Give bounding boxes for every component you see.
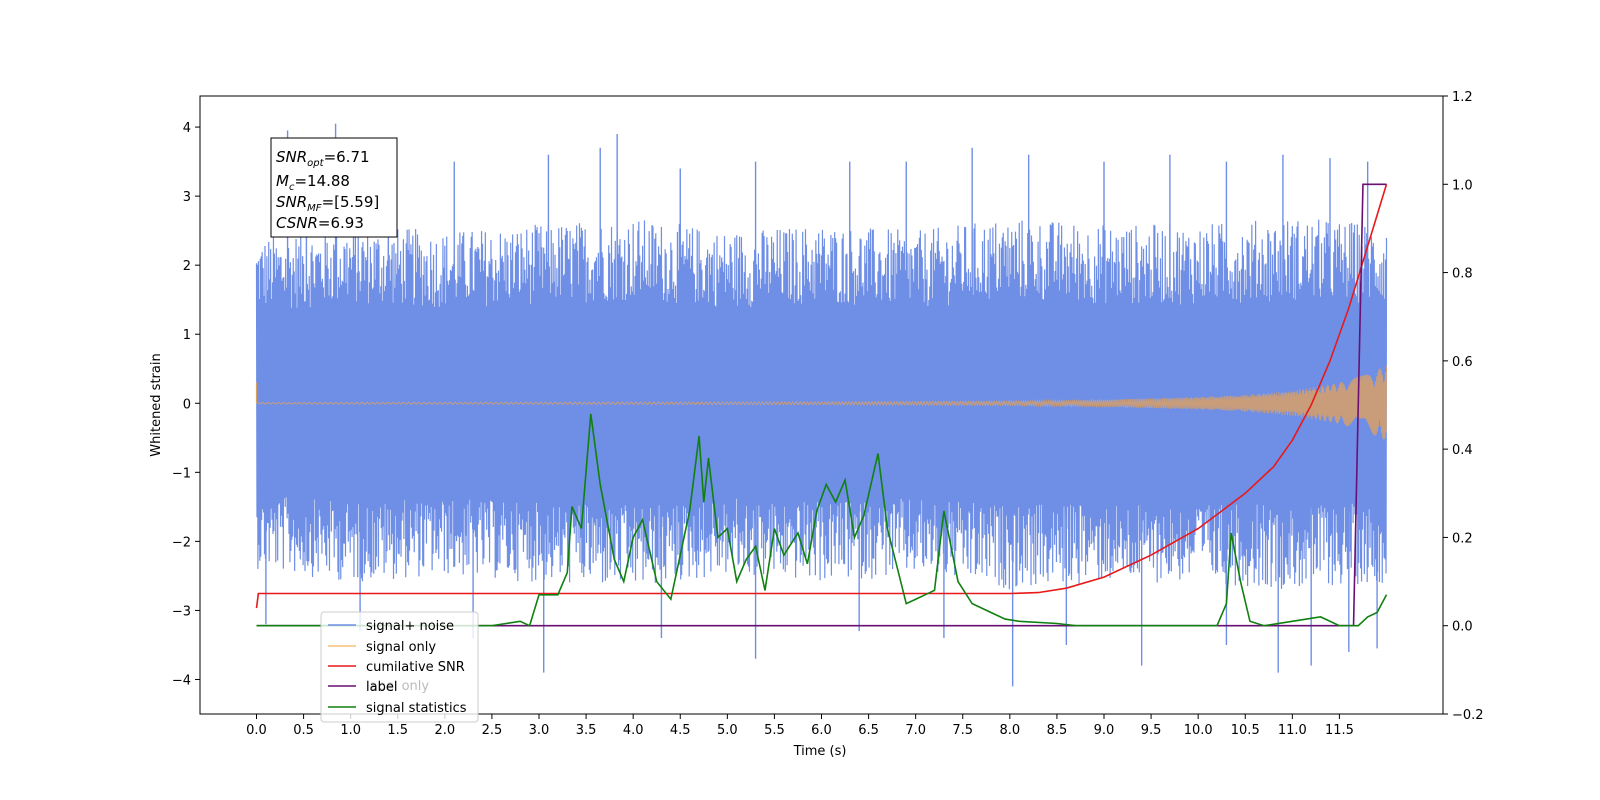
x-tick-label: 1.0 (340, 723, 361, 738)
left-y-tick-label: 2 (183, 259, 191, 274)
x-tick-label: 9.0 (1094, 723, 1115, 738)
x-tick-label: 1.5 (387, 723, 408, 738)
x-tick-label: 11.0 (1278, 723, 1307, 738)
x-tick-label: 8.5 (1047, 723, 1068, 738)
x-tick-label: 10.0 (1184, 723, 1213, 738)
left-y-tick-label: −4 (172, 673, 191, 688)
series-label-line (256, 183, 1387, 627)
right-y-tick-label: 0.8 (1452, 267, 1473, 282)
legend-hidden-label: label only (366, 679, 429, 694)
legend-label-signal-noise: signal+ noise (366, 619, 454, 634)
left-y-tick-label: −3 (172, 604, 191, 619)
x-axis-label: Time (s) (793, 744, 847, 759)
x-tick-label: 8.0 (999, 723, 1020, 738)
x-tick-label: 6.5 (858, 723, 879, 738)
x-tick-label: 2.0 (434, 723, 455, 738)
legend-frame (320, 611, 479, 723)
x-tick-label: 0.0 (246, 723, 267, 738)
stats-box-frame (270, 137, 398, 238)
stats-box: SNRopt=6.71 Mc=14.88 SNRMF=[5.59] CSNR=6… (270, 137, 398, 238)
series-signal-noise-line (255, 219, 1388, 590)
right-y-tick-label: 0.6 (1452, 355, 1473, 370)
left-y-tick-label: −1 (172, 466, 191, 481)
stat-snr-opt: SNRopt=6.71 (276, 148, 370, 169)
series-signal-statistics-line (256, 413, 1388, 627)
x-tick-label: 11.5 (1325, 723, 1354, 738)
series-layer (255, 123, 1388, 687)
series-signal-only-line (256, 366, 1387, 440)
left-y-tick-label: 1 (183, 328, 191, 343)
stat-csnr: CSNR=6.93 (276, 214, 364, 232)
y-axis-label: Whitened strain (149, 353, 164, 456)
x-tick-label: 7.5 (952, 723, 973, 738)
x-tick-label: 3.5 (576, 723, 597, 738)
left-y-axis: 4 3 2 1 0 −1 −2 −3 −4 (172, 121, 200, 688)
right-y-axis: 1.2 1.0 0.8 0.6 0.4 0.2 0.0 −0.2 (1443, 90, 1484, 723)
stat-snr-mf: SNRMF=[5.59] (276, 193, 379, 214)
left-y-tick-label: 0 (183, 397, 191, 412)
x-tick-label: 4.0 (623, 723, 644, 738)
x-tick-label: 5.0 (717, 723, 738, 738)
x-tick-label: 6.0 (811, 723, 832, 738)
left-y-tick-label: −2 (172, 535, 191, 550)
series-cumulative-snr-line (255, 184, 1388, 609)
left-y-tick-label: 4 (183, 121, 191, 136)
x-tick-label: 3.0 (529, 723, 550, 738)
right-y-tick-label: 1.2 (1452, 90, 1473, 105)
right-y-tick-label: 0.0 (1452, 620, 1473, 635)
x-tick-label: 4.5 (670, 723, 691, 738)
stat-chirp-mass: Mc=14.88 (276, 172, 350, 193)
legend-label-signal-statistics: signal statistics (366, 701, 467, 716)
x-tick-label: 7.0 (905, 723, 926, 738)
right-y-tick-label: −0.2 (1452, 708, 1484, 723)
x-tick-label: 0.5 (293, 723, 314, 738)
legend: label only signal+ noise signal only cum… (320, 611, 479, 723)
right-y-tick-label: 0.2 (1452, 531, 1473, 546)
x-axis: 0.0 0.5 1.0 1.5 2.0 2.5 3.0 3.5 4.0 4.5 5.0 5.5 6.0 6… (246, 714, 1354, 738)
x-tick-label: 2.5 (482, 723, 503, 738)
legend-label-signal-only: signal only (366, 640, 436, 655)
legend-label-label: label (366, 680, 397, 695)
left-y-tick-label: 3 (183, 190, 191, 205)
x-tick-label: 10.5 (1231, 723, 1260, 738)
legend-label-cumulative-snr: cumilative SNR (366, 660, 465, 675)
x-tick-label: 9.5 (1141, 723, 1162, 738)
x-tick-label: 5.5 (764, 723, 785, 738)
right-y-tick-label: 1.0 (1452, 178, 1473, 193)
right-y-tick-label: 0.4 (1452, 443, 1473, 458)
